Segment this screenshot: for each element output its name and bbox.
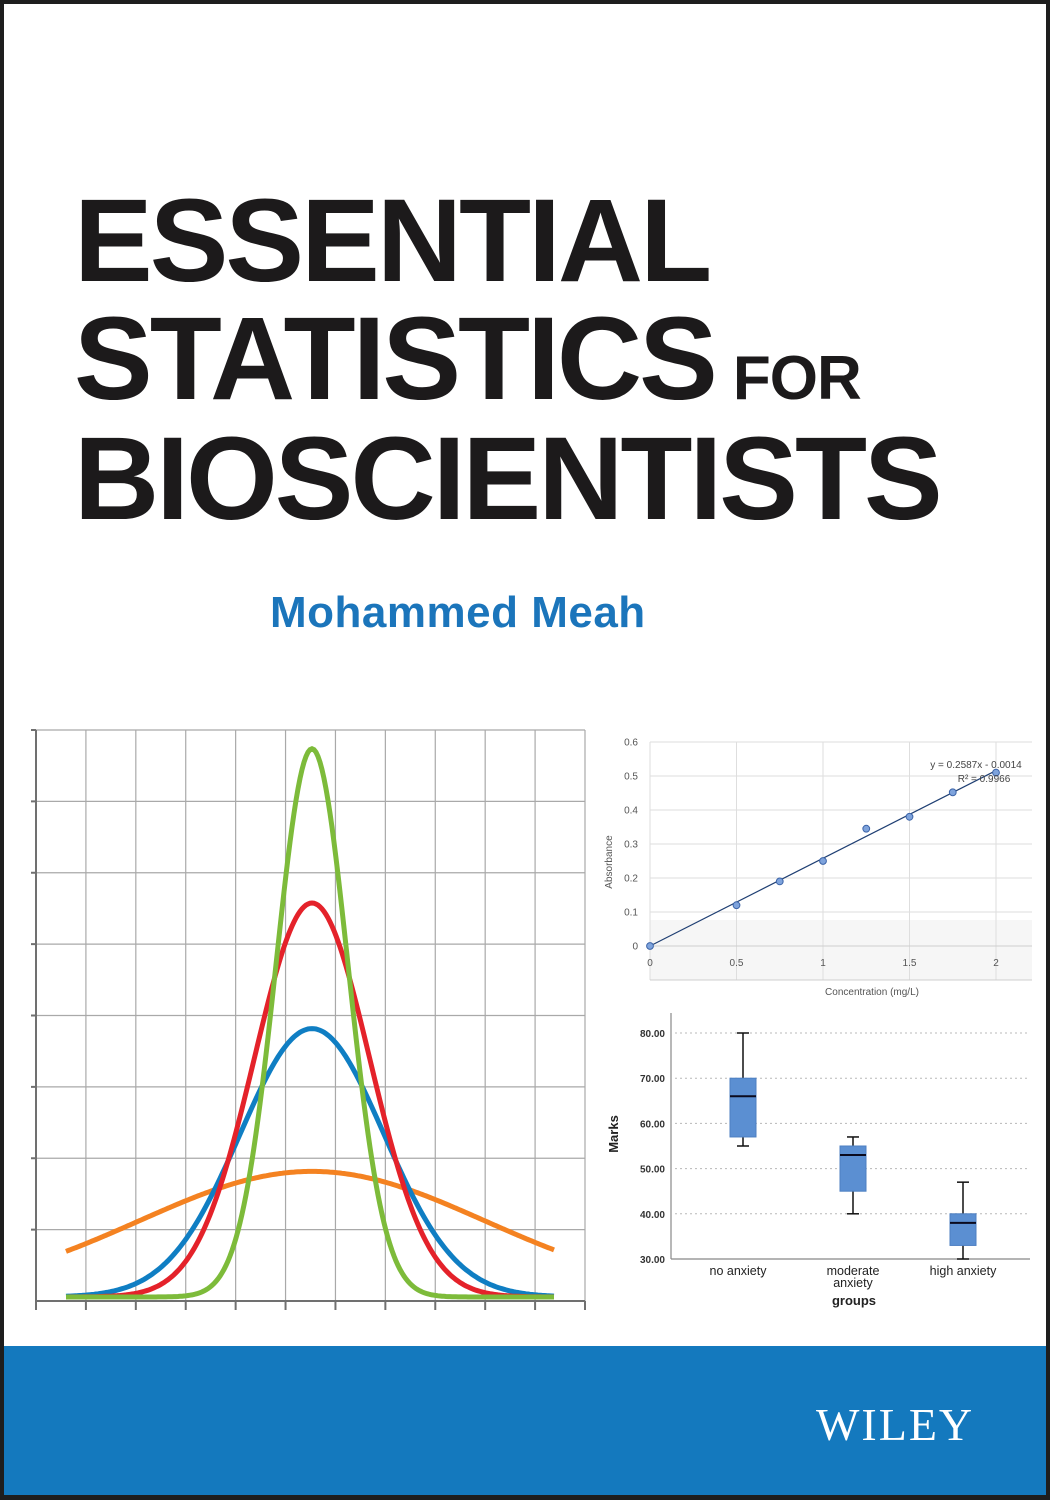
x-tick-label: anxiety (833, 1276, 873, 1290)
axis-tick-labels: 0 0.1 0.2 0.3 0.4 0.5 0.6 0 0.5 1 1.5 2 (624, 738, 999, 970)
x-tick-label: high anxiety (930, 1264, 997, 1278)
data-point (819, 857, 827, 865)
box-high-anxiety (949, 1181, 977, 1260)
y-tick-label: 0.2 (624, 874, 638, 885)
x-axis-title: groups (832, 1293, 876, 1308)
box-plot-chart: 30.00 40.00 50.00 60.00 70.00 80.00 no anxiety… (606, 1013, 1030, 1308)
y-tick-label: 0.3 (624, 840, 638, 851)
curve-red (66, 900, 554, 1300)
trendline-equation: y = 0.2587x - 0.0014 (930, 760, 1022, 771)
chart-grid (36, 729, 586, 1301)
x-tick-label: 2 (993, 958, 999, 969)
publisher-band: WILEY (4, 1346, 1046, 1495)
data-point (905, 812, 914, 821)
y-tick-label: 0.1 (624, 908, 638, 919)
boxes (729, 1032, 977, 1260)
data-point (775, 877, 784, 886)
y-tick-label: 80.00 (640, 1029, 665, 1040)
chart-axes (31, 729, 586, 1310)
data-points (646, 768, 1000, 950)
r-squared-label: R² = 0.9966 (958, 774, 1011, 785)
publisher-logo: WILEY (816, 1399, 975, 1450)
curve-green (66, 746, 554, 1300)
y-tick-label: 0.6 (624, 738, 638, 749)
y-axis-title: Marks (606, 1115, 621, 1153)
x-tick-label: 0.5 (730, 958, 744, 969)
curve-orange (65, 1168, 555, 1254)
title-line-2: STATISTICS FOR (74, 300, 862, 418)
normal-distribution-chart (31, 729, 586, 1310)
data-point (948, 788, 957, 797)
title-line-3: BIOSCIENTISTS (74, 420, 943, 538)
data-point (862, 824, 871, 833)
book-cover: ESSENTIAL STATISTICS FOR BIOSCIENTISTS Mo… (4, 4, 1046, 1495)
y-tick-label: 70.00 (640, 1074, 665, 1085)
axis-tick-labels: 30.00 40.00 50.00 60.00 70.00 80.00 no anxiety… (640, 1029, 997, 1290)
y-tick-label: 0 (632, 942, 638, 953)
title-line-1: ESSENTIAL (74, 182, 712, 300)
x-axis-title: Concentration (mg/L) (825, 987, 919, 998)
author-name: Mohammed Meah (270, 588, 646, 637)
x-tick-label: 1.5 (903, 958, 917, 969)
y-tick-label: 50.00 (640, 1165, 665, 1176)
box-no-anxiety (729, 1032, 757, 1147)
x-tick-label: no anxiety (710, 1264, 768, 1278)
x-tick-label: moderate (827, 1264, 880, 1278)
y-tick-label: 40.00 (640, 1210, 665, 1221)
data-point (992, 768, 1000, 777)
title-word-essential: ESSENTIAL (74, 175, 712, 307)
title-word-statistics: STATISTICS (74, 293, 718, 425)
x-tick-label: 1 (820, 958, 826, 969)
y-tick-label: 60.00 (640, 1119, 665, 1130)
data-point (732, 901, 741, 910)
box-moderate-anxiety (839, 1136, 867, 1215)
title-word-bioscientists: BIOSCIENTISTS (74, 413, 943, 545)
y-tick-label: 30.00 (640, 1255, 665, 1266)
data-point (646, 942, 654, 950)
plot-shade (650, 920, 1032, 980)
curve-blue (65, 1026, 555, 1299)
x-tick-label: 0 (647, 958, 653, 969)
title-word-for: FOR (732, 344, 862, 413)
calibration-scatter-chart: 0 0.1 0.2 0.3 0.4 0.5 0.6 0 0.5 1 1.5 2 y = 0.2587x… (604, 738, 1032, 998)
y-tick-label: 0.4 (624, 806, 638, 817)
y-axis-title: Absorbance (604, 835, 615, 889)
y-tick-label: 0.5 (624, 772, 638, 783)
chart-curves (65, 746, 555, 1300)
